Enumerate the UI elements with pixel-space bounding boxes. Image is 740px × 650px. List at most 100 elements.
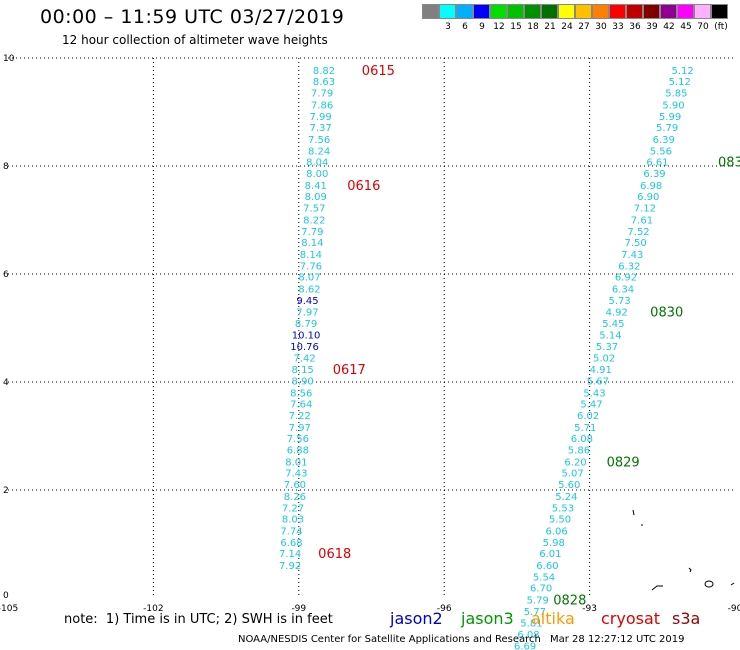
legend-swatch	[643, 4, 660, 19]
swh-value: 7.50	[625, 238, 647, 249]
swh-value: 8.07	[298, 273, 320, 284]
legend-label: 30	[595, 22, 607, 32]
swh-value: 7.79	[311, 89, 333, 100]
page-subtitle: 12 hour collection of altimeter wave hei…	[62, 33, 328, 47]
swh-value: 5.43	[583, 388, 605, 399]
legend-label: 18	[527, 22, 539, 32]
swh-value: 5.98	[543, 538, 565, 549]
legend-swatch	[507, 4, 524, 19]
swh-value: 5.07	[562, 469, 584, 480]
legend-label: 33	[612, 22, 624, 32]
lat-tick-label: 10	[3, 54, 15, 64]
swh-value: 5.12	[669, 77, 691, 88]
swh-value: 5.77	[524, 607, 546, 618]
legend-swatch	[609, 4, 626, 19]
swh-value: 8.63	[313, 77, 335, 88]
swh-value: 5.60	[558, 480, 580, 491]
lon-tick-label: -93	[582, 604, 597, 614]
swh-value: 7.12	[634, 204, 656, 215]
swh-value: 8.82	[313, 66, 335, 77]
legend-label: 3	[445, 22, 451, 32]
swh-value: 7.60	[284, 480, 306, 491]
swh-value: 5.24	[555, 492, 577, 503]
swh-value: 8.79	[295, 319, 317, 330]
lon-tick-label: -99	[291, 604, 306, 614]
legend-swatch	[660, 4, 677, 19]
legend-label: 12	[493, 22, 505, 32]
legend-swatch	[626, 4, 643, 19]
swh-value: 5.37	[596, 342, 618, 353]
swh-value: 7.79	[301, 227, 323, 238]
legend-label: 24	[561, 22, 573, 32]
color-scale-legend: 3 6 9 12 15 18 21 24 27 30 33 36 39 42 45 70 (ft)	[422, 4, 728, 34]
swh-value: 8.62	[298, 285, 320, 296]
coastline	[632, 509, 635, 516]
legend-swatch	[524, 4, 541, 19]
swh-value: 6.90	[637, 192, 659, 203]
swh-value: 8.56	[290, 388, 312, 399]
swh-value: 5.71	[574, 423, 596, 434]
swh-value: 5.02	[593, 354, 615, 365]
swh-value: 6.68	[280, 538, 302, 549]
swh-value: 8.01	[285, 457, 307, 468]
legend-label: 36	[629, 22, 641, 32]
swh-value: 7.52	[627, 227, 649, 238]
swh-value: 10.76	[290, 342, 319, 353]
swh-value: 8.09	[305, 192, 327, 203]
swh-value: 5.54	[533, 572, 555, 583]
swh-value: 8.03	[282, 515, 304, 526]
legend-label: 27	[578, 22, 590, 32]
swh-value: 6.01	[539, 549, 561, 560]
legend-swatch	[575, 4, 592, 19]
swh-value: 7.61	[631, 215, 653, 226]
swh-value: 4.92	[606, 307, 628, 318]
legend-label: 21	[544, 22, 556, 32]
swh-value: 7.86	[311, 100, 333, 111]
coastline	[730, 582, 735, 586]
swh-value: 6.60	[536, 561, 558, 572]
lat-tick-label: 2	[3, 486, 9, 496]
swh-value: 7.56	[287, 434, 309, 445]
swh-value: 6.02	[577, 411, 599, 422]
pass-time-label: 0829	[607, 455, 640, 470]
legend-swatch	[592, 4, 609, 19]
swh-value: 5.14	[599, 330, 621, 341]
swh-value: 9.45	[296, 296, 318, 307]
swh-value: 6.92	[615, 273, 637, 284]
swh-value: 8.04	[306, 158, 328, 169]
pass-time-label: 0830	[650, 305, 683, 320]
legend-swatch	[439, 4, 456, 19]
swh-value: 7.64	[290, 400, 312, 411]
lon-tick-label: -105	[0, 604, 18, 614]
coastline	[704, 580, 714, 588]
pass-time-label: 0616	[347, 179, 380, 194]
swh-value: 4.91	[590, 365, 612, 376]
lon-tick-label: -102	[143, 604, 163, 614]
legend-swatch	[677, 4, 694, 19]
swh-value: 8.22	[303, 215, 325, 226]
swh-value: 5.56	[650, 146, 672, 157]
swh-value: 6.69	[514, 642, 536, 650]
mission-label-jason3: jason3	[461, 609, 514, 628]
swh-value: 5.73	[609, 296, 631, 307]
legend-swatch	[711, 4, 728, 19]
swh-value: 5.50	[549, 515, 571, 526]
swh-value: 5.90	[662, 100, 684, 111]
coastline	[651, 585, 663, 591]
legend-swatch	[456, 4, 473, 19]
legend-label: 39	[646, 22, 658, 32]
swh-value: 6.70	[530, 584, 552, 595]
swh-value: 8.14	[301, 238, 323, 249]
swh-value: 7.37	[309, 123, 331, 134]
lat-tick-label: 6	[3, 270, 9, 280]
swh-value: 6.34	[612, 285, 634, 296]
legend-label: 9	[479, 22, 485, 32]
swh-value: 6.61	[646, 158, 668, 169]
swh-value: 6.06	[546, 527, 568, 538]
swh-value: 7.27	[282, 503, 304, 514]
swh-value: 8.24	[308, 146, 330, 157]
swh-value: 6.98	[640, 181, 662, 192]
swh-value: 10.10	[292, 330, 321, 341]
swh-value: 6.08	[571, 434, 593, 445]
swh-value: 8.90	[292, 376, 314, 387]
